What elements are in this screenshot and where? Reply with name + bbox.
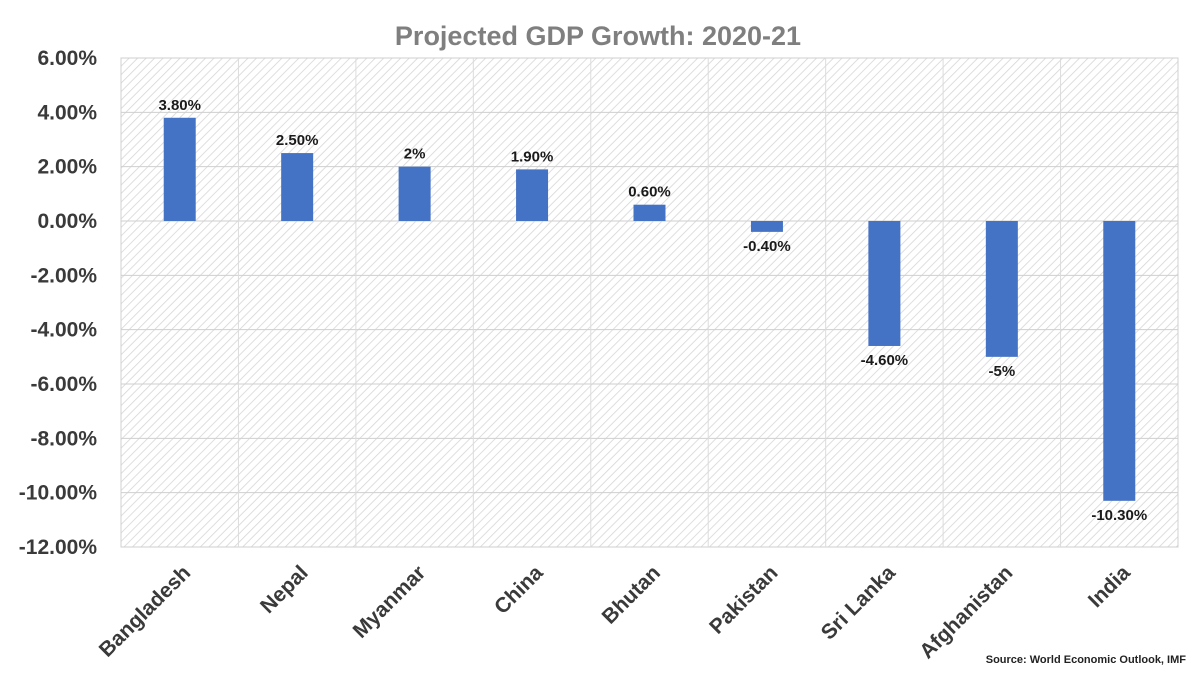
- bar-sri-lanka: [868, 221, 901, 346]
- chart-title: Projected GDP Growth: 2020-21: [395, 21, 801, 51]
- data-label: -4.60%: [861, 352, 909, 369]
- bar-bangladesh: [163, 117, 196, 221]
- bar-china: [516, 169, 549, 221]
- x-tick-label: India: [1084, 561, 1135, 612]
- data-label: -5%: [988, 363, 1015, 380]
- bars: [163, 117, 1136, 501]
- x-tick-label: Sri Lanka: [817, 561, 900, 644]
- x-tick-label: Afghanistan: [915, 561, 1017, 663]
- y-tick-label: -6.00%: [30, 373, 97, 396]
- y-tick-label: -2.00%: [30, 264, 97, 287]
- x-tick-label: China: [490, 561, 548, 619]
- y-tick-label: 0.00%: [37, 210, 97, 233]
- y-tick-label: -12.00%: [19, 536, 98, 559]
- bar-india: [1103, 221, 1136, 501]
- bar-myanmar: [398, 166, 431, 221]
- x-tick-label: Myanmar: [349, 561, 430, 642]
- y-tick-label: 4.00%: [37, 101, 97, 124]
- data-label: -10.30%: [1091, 507, 1147, 524]
- y-tick-label: 6.00%: [37, 47, 97, 70]
- data-label: 2%: [404, 146, 426, 163]
- x-tick-label: Nepal: [256, 561, 313, 618]
- bar-pakistan: [750, 221, 783, 232]
- data-label: 2.50%: [276, 132, 319, 149]
- bar-bhutan: [633, 204, 666, 221]
- x-axis-tick-labels: Bangladesh Nepal Myanmar China Bhutan Pakista…: [95, 561, 1135, 663]
- data-labels: 3.80% 2.50% 2% 1.90% 0.60% -0.40% -4.60% -5% -10…: [158, 97, 1147, 524]
- y-tick-label: -10.00%: [19, 482, 98, 505]
- x-tick-label: Pakistan: [705, 561, 782, 638]
- y-tick-label: 2.00%: [37, 156, 97, 179]
- x-tick-label: Bangladesh: [95, 561, 195, 661]
- x-tick-label: Bhutan: [598, 561, 665, 628]
- y-axis-tick-labels: 6.00% 4.00% 2.00% 0.00% -2.00% -4.00% -6.00% -8…: [19, 47, 98, 559]
- data-label: -0.40%: [743, 238, 791, 255]
- data-label: 1.90%: [511, 148, 554, 165]
- bar-afghanistan: [985, 221, 1018, 357]
- source-note: Source: World Economic Outlook, IMF: [985, 654, 1186, 666]
- y-tick-label: -8.00%: [30, 427, 97, 450]
- data-label: 3.80%: [158, 97, 201, 114]
- bar-nepal: [281, 153, 314, 221]
- data-label: 0.60%: [628, 184, 671, 201]
- y-tick-label: -4.00%: [30, 319, 97, 342]
